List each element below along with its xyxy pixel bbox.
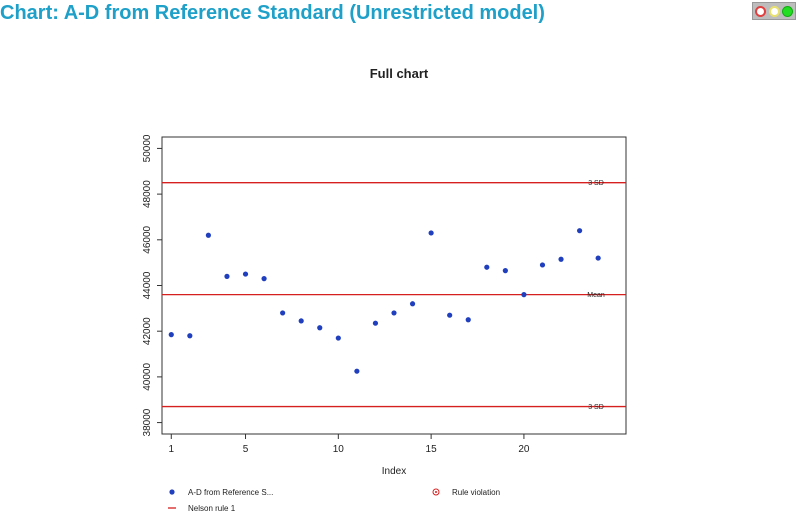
reference-lines: 3 SD Mean 3 SD	[162, 180, 626, 411]
y-tick-label: 50000	[142, 134, 153, 162]
data-point	[521, 292, 527, 298]
status-traffic-light[interactable]	[752, 2, 796, 20]
legend-label: Nelson rule 1	[188, 504, 236, 513]
data-point	[261, 276, 267, 282]
y-axis: 38000 40000 42000 44000 46000 48000 50000	[142, 134, 162, 436]
data-point	[447, 312, 453, 318]
x-tick-label: 20	[518, 444, 530, 455]
y-tick-label: 42000	[142, 317, 153, 345]
data-point	[409, 301, 416, 307]
legend: A-D from Reference S... Rule violation Nel…	[168, 488, 500, 513]
y-tick-label: 48000	[142, 180, 153, 208]
x-axis: 1 5 10 15 20	[168, 434, 530, 455]
reference-line-label: 3 SD	[588, 180, 604, 187]
data-point	[539, 262, 546, 268]
data-point	[224, 273, 230, 279]
legend-ring-icon	[432, 488, 440, 496]
page-title: Chart: A-D from Reference Standard (Unre…	[0, 2, 545, 24]
data-point	[577, 228, 583, 234]
data-point	[280, 310, 286, 316]
data-point	[298, 318, 304, 324]
data-point	[335, 335, 341, 341]
data-point	[595, 255, 601, 261]
data-point	[484, 264, 490, 270]
status-yellow-light-icon	[768, 5, 780, 17]
data-point	[317, 325, 323, 331]
y-tick-label: 44000	[142, 271, 153, 299]
y-tick-label: 46000	[142, 225, 153, 253]
plot-frame	[161, 136, 627, 435]
y-tick-label: 40000	[142, 363, 153, 391]
data-point	[168, 332, 174, 338]
legend-label: Rule violation	[452, 488, 500, 497]
data-point	[205, 232, 211, 238]
data-point	[242, 271, 249, 277]
legend-dot-icon	[169, 489, 175, 495]
x-tick-label: 15	[426, 444, 438, 455]
x-tick-label: 10	[333, 444, 345, 455]
status-green-light-icon	[781, 5, 793, 17]
y-tick-label: 38000	[142, 408, 153, 436]
chart-title: Full chart	[370, 66, 429, 81]
data-point	[372, 320, 379, 326]
data-point	[354, 368, 360, 374]
data-point	[428, 230, 434, 236]
x-tick-label: 1	[168, 444, 174, 455]
data-point	[558, 256, 564, 262]
status-red-light-icon	[755, 5, 767, 17]
x-axis-label: Index	[382, 466, 406, 477]
reference-line-label: 3 SD	[588, 404, 604, 411]
data-point	[465, 317, 471, 323]
data-point	[502, 268, 508, 274]
data-points	[168, 228, 601, 374]
x-tick-label: 5	[243, 444, 249, 455]
data-point	[187, 333, 193, 339]
reference-line-label: Mean	[587, 292, 605, 299]
data-point	[391, 310, 397, 316]
legend-label: A-D from Reference S...	[188, 488, 273, 497]
legend-ring-center-icon	[435, 491, 437, 493]
